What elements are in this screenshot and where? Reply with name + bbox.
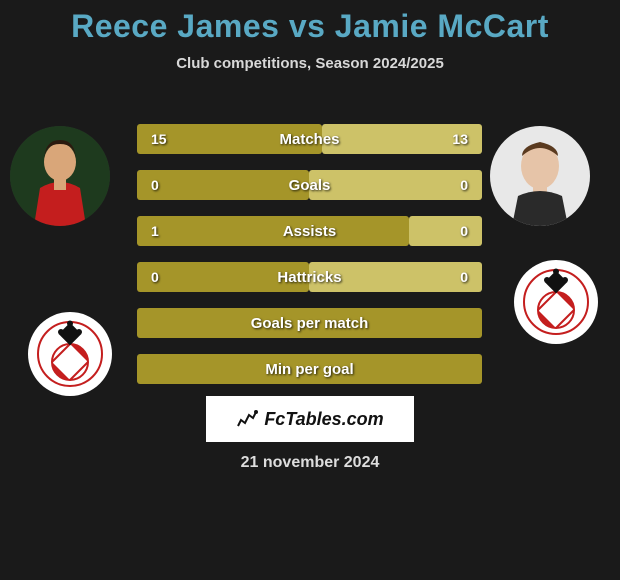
stat-row: Matches15 13 xyxy=(137,124,482,154)
stat-row: Min per goal xyxy=(137,354,482,384)
stat-value-left: 0 xyxy=(151,170,159,200)
avatar-left-player xyxy=(10,126,110,226)
stat-label: Hattricks xyxy=(137,262,482,292)
club-badge-right xyxy=(514,260,598,344)
stat-value-right: 13 xyxy=(452,124,468,154)
fctables-icon xyxy=(236,408,258,430)
stat-label: Min per goal xyxy=(137,354,482,384)
avatar-right-player xyxy=(490,126,590,226)
stat-row: Assists1 0 xyxy=(137,216,482,246)
stat-value-right: 0 xyxy=(460,262,468,292)
fctables-badge: FcTables.com xyxy=(206,396,414,442)
stat-row: Goals per match xyxy=(137,308,482,338)
stat-value-left: 1 xyxy=(151,216,159,246)
stat-value-left: 0 xyxy=(151,262,159,292)
comparison-bars: Matches1513Goals00Assists10Hattricks00Go… xyxy=(137,124,482,400)
page-title: Reece James vs Jamie McCart xyxy=(0,0,620,45)
club-badge-left xyxy=(28,312,112,396)
stat-value-left: 15 xyxy=(151,124,167,154)
stat-row: Goals0 0 xyxy=(137,170,482,200)
stat-value-right: 0 xyxy=(460,170,468,200)
stat-label: Goals xyxy=(137,170,482,200)
stat-value-right: 0 xyxy=(460,216,468,246)
stat-label: Goals per match xyxy=(137,308,482,338)
stat-label: Assists xyxy=(137,216,482,246)
stat-label: Matches xyxy=(137,124,482,154)
fctables-label: FcTables.com xyxy=(264,409,383,430)
stat-row: Hattricks0 0 xyxy=(137,262,482,292)
date-label: 21 november 2024 xyxy=(0,454,620,472)
subtitle: Club competitions, Season 2024/2025 xyxy=(0,55,620,72)
